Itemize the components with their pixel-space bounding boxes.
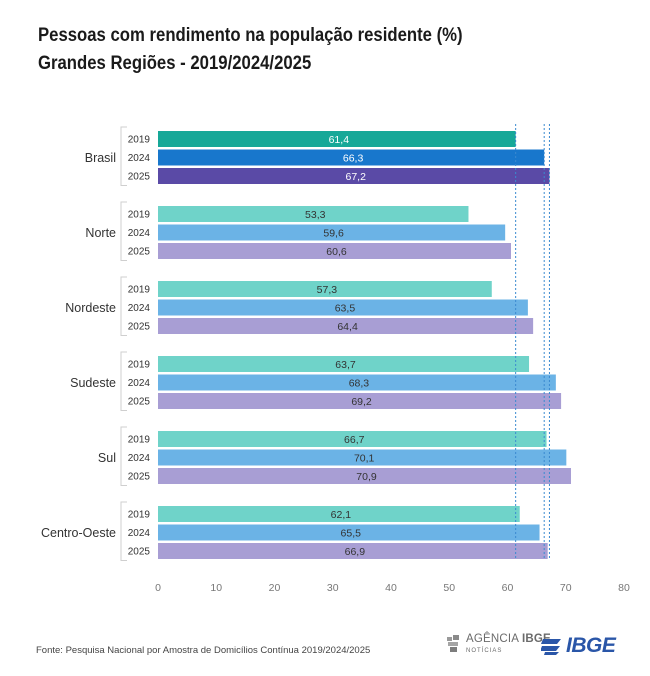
bar bbox=[158, 131, 516, 147]
x-tick-label: 50 bbox=[443, 582, 455, 594]
bar-value-label: 70,9 bbox=[356, 471, 377, 483]
bar bbox=[158, 506, 520, 522]
bar-value-label: 70,1 bbox=[354, 452, 375, 464]
agencia-mark-icon bbox=[447, 635, 459, 652]
bar-value-label: 66,9 bbox=[345, 546, 366, 558]
title-line-2: Grandes Regiões - 2019/2024/2025 bbox=[38, 53, 312, 74]
year-label: 2024 bbox=[128, 453, 151, 464]
title-line-1: Pessoas com rendimento na população resi… bbox=[38, 25, 463, 46]
agencia-brand: IBGE bbox=[521, 633, 551, 646]
bar bbox=[158, 468, 571, 484]
category-label: Sul bbox=[98, 451, 116, 465]
year-label: 2025 bbox=[128, 472, 151, 483]
bar bbox=[158, 524, 540, 541]
x-tick-label: 60 bbox=[502, 582, 514, 594]
x-tick-label: 0 bbox=[155, 582, 161, 594]
year-label: 2024 bbox=[128, 228, 151, 239]
bar-value-label: 66,7 bbox=[344, 434, 365, 446]
bar-value-label: 63,5 bbox=[335, 302, 356, 314]
bar bbox=[158, 299, 528, 316]
year-label: 2024 bbox=[128, 153, 151, 164]
ibge-wordmark: IBGE bbox=[566, 634, 616, 657]
source-note: Fonte: Pesquisa Nacional por Amostra de … bbox=[36, 645, 371, 656]
group-bracket bbox=[120, 426, 127, 486]
year-label: 2019 bbox=[128, 510, 151, 521]
year-label: 2024 bbox=[128, 303, 151, 314]
group-bracket bbox=[120, 201, 127, 261]
bar-value-label: 53,3 bbox=[305, 209, 326, 221]
category-label: Norte bbox=[85, 226, 116, 240]
year-label: 2024 bbox=[128, 378, 151, 389]
bar bbox=[158, 206, 469, 222]
year-label: 2025 bbox=[128, 247, 151, 258]
bar-value-label: 61,4 bbox=[329, 134, 350, 146]
group-bracket bbox=[120, 126, 127, 186]
bar bbox=[158, 281, 492, 297]
x-tick-label: 10 bbox=[210, 582, 222, 594]
bar-value-label: 66,3 bbox=[343, 152, 364, 164]
year-label: 2019 bbox=[128, 285, 151, 296]
bar-value-label: 64,4 bbox=[337, 321, 358, 333]
year-label: 2019 bbox=[128, 210, 151, 221]
year-label: 2025 bbox=[128, 397, 151, 408]
ibge-mark-icon bbox=[541, 639, 561, 655]
bar-value-label: 65,5 bbox=[341, 527, 362, 539]
bar bbox=[158, 449, 567, 466]
group-bracket bbox=[120, 501, 127, 561]
agencia-ibge-logo: AGÊNCIA IBGE NOTÍCIAS bbox=[446, 634, 551, 654]
bar bbox=[158, 149, 545, 166]
bar bbox=[158, 543, 548, 559]
bar bbox=[158, 243, 511, 259]
bar bbox=[158, 224, 506, 241]
chart-title: Pessoas com rendimento na população resi… bbox=[38, 22, 463, 78]
x-tick-label: 80 bbox=[618, 582, 630, 594]
bar-value-label: 67,2 bbox=[346, 171, 367, 183]
bar bbox=[158, 356, 530, 372]
year-label: 2025 bbox=[128, 547, 151, 558]
category-label: Sudeste bbox=[70, 376, 116, 390]
bar-value-label: 59,6 bbox=[323, 227, 344, 239]
group-bracket bbox=[120, 276, 127, 336]
x-tick-label: 70 bbox=[560, 582, 572, 594]
category-label: Brasil bbox=[85, 151, 116, 165]
category-label: Nordeste bbox=[65, 301, 116, 315]
bar-value-label: 60,6 bbox=[326, 246, 347, 258]
bar-value-label: 62,1 bbox=[331, 509, 352, 521]
bar-value-label: 63,7 bbox=[335, 359, 356, 371]
ibge-logo: IBGE bbox=[541, 634, 616, 658]
year-label: 2025 bbox=[128, 322, 151, 333]
bar-value-label: 68,3 bbox=[349, 377, 370, 389]
agencia-prefix: AGÊNCIA bbox=[466, 633, 519, 646]
category-label: Centro-Oeste bbox=[41, 526, 116, 540]
bar bbox=[158, 168, 550, 184]
year-label: 2019 bbox=[128, 360, 151, 371]
bar bbox=[158, 431, 547, 447]
bar bbox=[158, 374, 556, 391]
group-bracket bbox=[120, 351, 127, 411]
year-label: 2019 bbox=[128, 135, 151, 146]
year-label: 2024 bbox=[128, 528, 151, 539]
x-tick-label: 20 bbox=[269, 582, 281, 594]
x-tick-label: 40 bbox=[385, 582, 397, 594]
bar bbox=[158, 393, 562, 409]
bar bbox=[158, 318, 534, 334]
bar-value-label: 69,2 bbox=[351, 396, 372, 408]
agencia-sub: NOTÍCIAS bbox=[466, 647, 503, 654]
year-label: 2025 bbox=[128, 172, 151, 183]
bar-value-label: 57,3 bbox=[317, 284, 338, 296]
year-label: 2019 bbox=[128, 435, 151, 446]
bar-chart: Brasil 2019 61,4 2024 66,3 2025 67,2 Norte 2019 5… bbox=[41, 124, 630, 594]
x-tick-label: 30 bbox=[327, 582, 339, 594]
